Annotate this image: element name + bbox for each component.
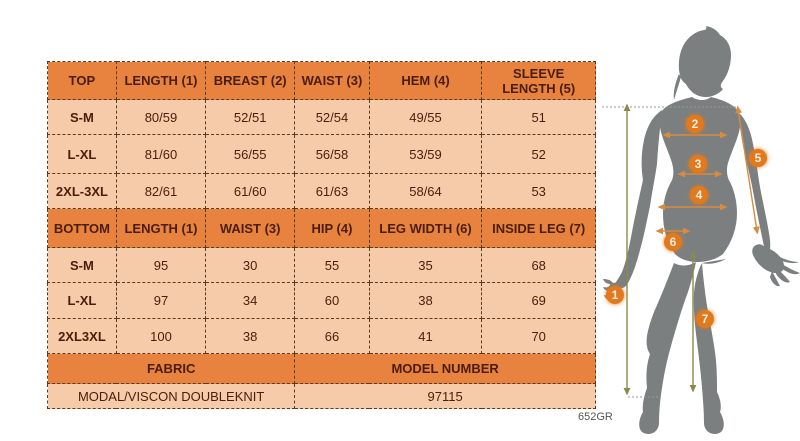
svg-text:7: 7 <box>702 312 709 326</box>
svg-text:1: 1 <box>612 288 619 302</box>
svg-text:3: 3 <box>695 157 702 171</box>
svg-text:5: 5 <box>755 151 762 165</box>
svg-text:6: 6 <box>670 235 677 249</box>
svg-text:2: 2 <box>692 117 699 131</box>
svg-text:4: 4 <box>696 188 703 202</box>
